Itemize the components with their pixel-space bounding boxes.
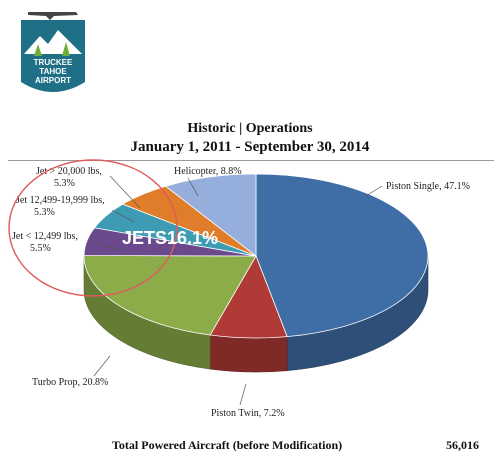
footer-label: Total Powered Aircraft (before Modificat… xyxy=(112,438,343,452)
leader-line-0 xyxy=(365,185,383,197)
leader-line-6 xyxy=(187,177,199,197)
slice-label-6: Helicopter, 8.8% xyxy=(174,166,242,177)
jets-annotation: JETS16.1% xyxy=(122,228,218,248)
chart-title: Historic | Operations xyxy=(187,121,313,136)
leader-line-2 xyxy=(93,355,111,377)
logo-text-3: AIRPORT xyxy=(35,76,71,85)
slice-label-2: Turbo Prop, 20.8% xyxy=(32,377,108,388)
pie-slice-2 xyxy=(83,255,257,336)
chart-title-block: Historic | Operations January 1, 2011 - … xyxy=(0,120,500,157)
logo-tree xyxy=(34,42,70,56)
slice-label-3: Jet < 12,499 lbs, 5.5% xyxy=(12,231,78,254)
slice-label-4: Jet 12,499-19,999 lbs, 5.3% xyxy=(16,195,105,218)
footer-value: 56,016 xyxy=(446,438,479,452)
footer-total: Total Powered Aircraft (before Modificat… xyxy=(0,438,500,456)
leader-line-4 xyxy=(111,209,135,223)
logo-text-1: TRUCKEE xyxy=(34,58,73,67)
airplane-icon xyxy=(28,12,78,20)
pie-side-1 xyxy=(209,334,288,373)
title-divider xyxy=(8,160,494,161)
pie-slice-6 xyxy=(164,173,257,257)
chart-subtitle: January 1, 2011 - September 30, 2014 xyxy=(130,139,370,155)
logo-text-2: TAHOE xyxy=(39,67,67,76)
jets-highlight-circle xyxy=(8,159,178,297)
leader-line-1 xyxy=(239,383,247,406)
logo-badge xyxy=(21,20,85,92)
slice-label-1: Piston Twin, 7.2% xyxy=(211,408,285,419)
slice-label-0: Piston Single, 47.1% xyxy=(386,181,470,192)
slice-label-5: Jet > 20,000 lbs, 5.3% xyxy=(36,166,102,189)
leader-line-3 xyxy=(91,241,121,251)
leader-line-5 xyxy=(109,175,141,209)
pie-slice-0 xyxy=(255,173,429,338)
truckee-tahoe-airport-logo: TRUCKEE TAHOE AIRPORT xyxy=(21,12,85,92)
